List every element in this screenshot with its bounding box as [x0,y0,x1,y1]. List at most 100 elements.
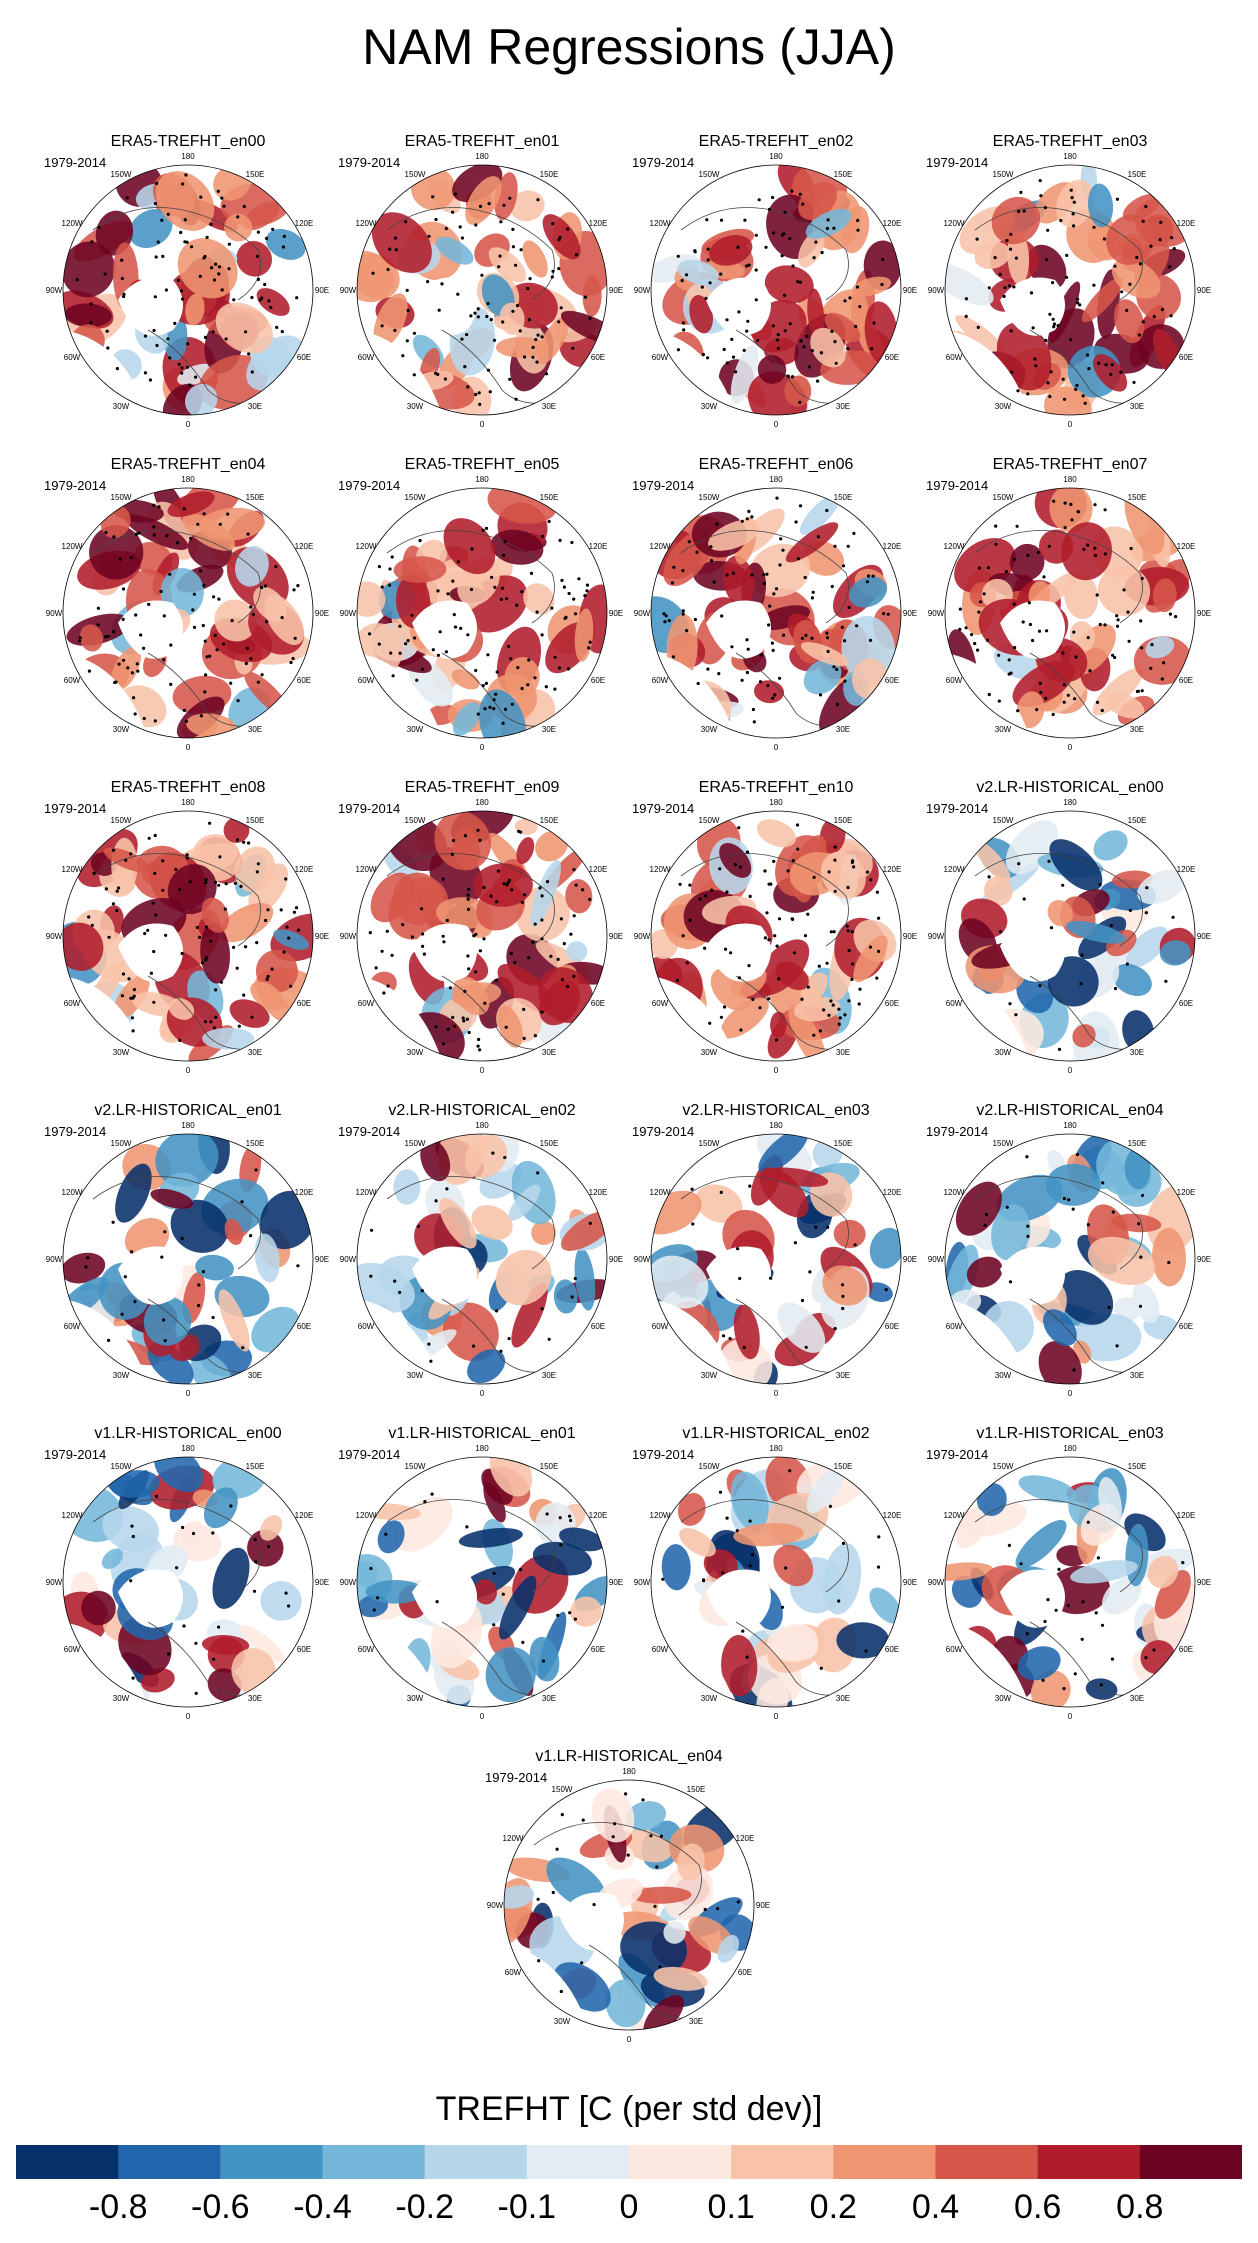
longitude-label: 0 [1068,1066,1073,1075]
significance-dot [791,375,795,379]
significance-dot [832,665,836,669]
panel-title: v2.LR-HISTORICAL_en00 [976,779,1164,796]
significance-dot [784,1566,788,1570]
significance-dot [763,936,767,940]
longitude-label: 0 [1068,420,1073,429]
significance-dot [567,591,571,596]
longitude-label: 120E [589,542,608,551]
panel-period: 1979-2014 [485,1770,548,1785]
significance-dot [715,522,719,526]
contour-blob [798,230,825,268]
significance-dot [788,1469,792,1473]
significance-dot [655,1865,659,1869]
significance-dot [1059,218,1063,223]
contour-blob [764,265,814,304]
significance-dot [1004,570,1008,574]
significance-dot [737,310,741,314]
longitude-label: 60W [64,999,81,1008]
longitude-label: 120E [883,865,902,874]
significance-dot [473,311,477,315]
significance-dot [1100,708,1104,713]
coastline [974,530,1143,624]
significance-dot [249,605,253,609]
significance-dot [142,716,146,721]
longitude-label: 150W [993,493,1014,502]
longitude-label: 60W [505,1968,522,1977]
colorbar-tick-label: 0.8 [1116,2188,1164,2226]
significance-dot [827,1013,831,1017]
anomaly-field [651,165,901,415]
significance-dot [526,683,530,687]
anomaly-field [357,811,607,1061]
significance-dot [700,285,704,289]
longitude-label: 150W [699,816,720,825]
panel-title: v1.LR-HISTORICAL_en01 [388,1425,576,1442]
anomaly-field [945,488,1195,738]
contour-blob [1106,693,1145,719]
significance-dot [495,670,499,674]
significance-dot [242,840,246,844]
significance-dot [837,1599,841,1603]
longitude-label: 30W [113,725,130,734]
significance-dot [130,1016,134,1020]
significance-dot [405,288,409,292]
longitude-label: 30E [1130,1048,1144,1057]
significance-dot [394,248,398,252]
significance-dot [192,625,197,629]
significance-dot [767,623,771,627]
significance-dot [156,240,160,244]
significance-dot [730,337,734,341]
significance-dot [451,1015,455,1019]
significance-dot [782,293,787,297]
significance-dot [123,1275,127,1279]
significance-dot [509,657,513,661]
significance-dot [147,836,151,840]
significance-dot [1149,666,1153,670]
contour-blob [373,293,408,348]
significance-dot [224,337,228,341]
contour-blob [820,851,866,899]
significance-dot [818,693,823,697]
significance-dot [185,365,189,369]
significance-dot [1164,979,1168,983]
significance-dot [703,1907,707,1912]
significance-dot [1031,638,1035,643]
significance-dot [486,653,490,657]
significance-dot [152,525,156,529]
contour-blob [945,1244,979,1309]
significance-dot [776,346,780,350]
contour-blob [1018,1475,1077,1503]
significance-dot [467,887,471,891]
longitude-label: 90E [315,932,329,941]
panel-period: 1979-2014 [632,478,695,493]
anomaly-field [651,1134,901,1384]
significance-dot [423,1500,427,1504]
longitude-label: 60W [64,1322,81,1331]
significance-dot [514,263,518,267]
significance-dot [181,1525,185,1530]
significance-dot [684,273,689,277]
significance-dot [1078,303,1082,307]
significance-dot [682,328,686,332]
panel-title: v1.LR-HISTORICAL_en02 [682,1425,870,1442]
masked-ocean [706,923,771,982]
significance-dot [577,577,581,581]
significance-dot [203,335,208,339]
significance-dot [550,606,554,610]
significance-dot [560,578,564,582]
longitude-label: 120W [650,865,671,874]
significance-dot [746,319,750,323]
longitude-label: 150W [993,1462,1014,1471]
panel-title: ERA5-TREFHT_en04 [110,456,266,473]
significance-dot [556,957,560,961]
significance-dot [209,222,213,226]
longitude-label: 0 [480,743,485,752]
significance-dot [194,1641,198,1645]
longitude-label: 60E [885,1322,899,1331]
significance-dot [107,1338,111,1342]
contour-blob [803,658,842,695]
significance-dot [152,1000,156,1004]
significance-dot [1140,646,1144,650]
significance-dot [1127,639,1131,643]
